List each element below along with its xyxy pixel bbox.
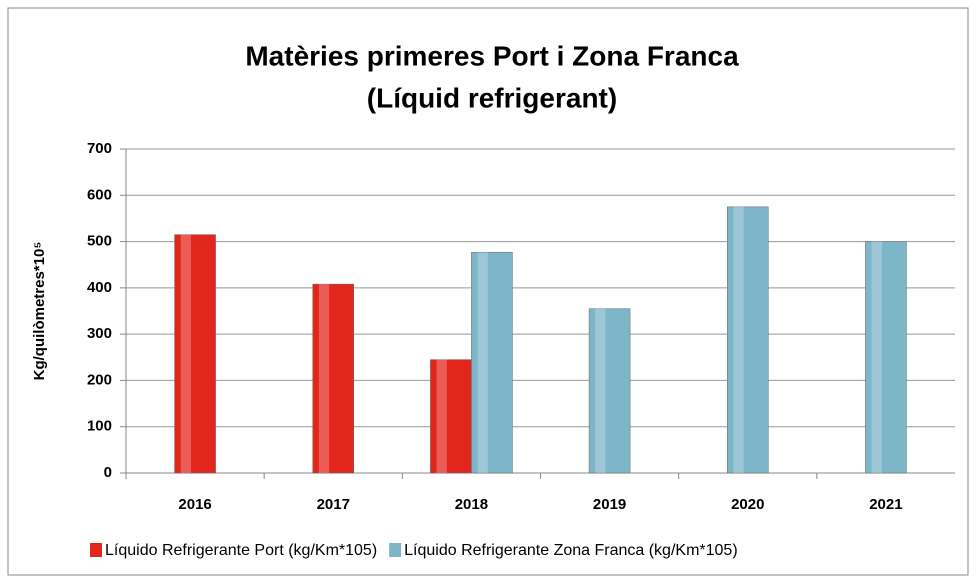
bar bbox=[471, 251, 513, 474]
x-tick-label: 2021 bbox=[869, 496, 902, 513]
legend-swatch bbox=[389, 543, 402, 557]
y-tick-label: 500 bbox=[87, 233, 112, 250]
y-tick-label: 0 bbox=[104, 464, 112, 481]
y-tick-label: 200 bbox=[87, 371, 112, 388]
legend-swatch bbox=[90, 543, 102, 557]
x-tick-label: 2020 bbox=[731, 496, 764, 513]
y-tick-label: 300 bbox=[87, 325, 112, 342]
y-axis-label: Kg/quilòmetres*10⁵ bbox=[31, 242, 48, 381]
bar bbox=[174, 234, 216, 474]
bar-shine bbox=[436, 359, 447, 473]
bar-shine bbox=[318, 284, 330, 473]
x-tick-label: 2019 bbox=[593, 496, 626, 513]
bar bbox=[865, 241, 907, 474]
legend-label: Líquido Refrigerante Port (kg/Km*105) bbox=[105, 542, 377, 559]
x-tick-label: 2016 bbox=[178, 496, 211, 513]
bar-shine bbox=[871, 241, 882, 473]
bar-shine bbox=[180, 234, 191, 473]
x-tick-label: 2017 bbox=[317, 496, 350, 513]
y-tick-label: 400 bbox=[87, 279, 112, 296]
chart-title: Matèries primeres Port i Zona Franca bbox=[245, 40, 739, 71]
bar bbox=[727, 206, 769, 474]
bar-shine bbox=[733, 206, 744, 473]
x-tick-label: 2018 bbox=[455, 496, 488, 513]
legend-label: Líquido Refrigerante Zona Franca (kg/Km*… bbox=[404, 542, 738, 559]
bar-shine bbox=[595, 308, 606, 473]
bar bbox=[430, 359, 472, 474]
bar bbox=[312, 283, 354, 474]
y-tick-label: 700 bbox=[87, 140, 112, 157]
bar-shine bbox=[477, 252, 488, 473]
chart-title: (Líquid refrigerant) bbox=[367, 82, 617, 113]
y-tick-label: 600 bbox=[87, 186, 112, 203]
y-tick-label: 100 bbox=[87, 418, 112, 435]
bar bbox=[588, 308, 631, 474]
